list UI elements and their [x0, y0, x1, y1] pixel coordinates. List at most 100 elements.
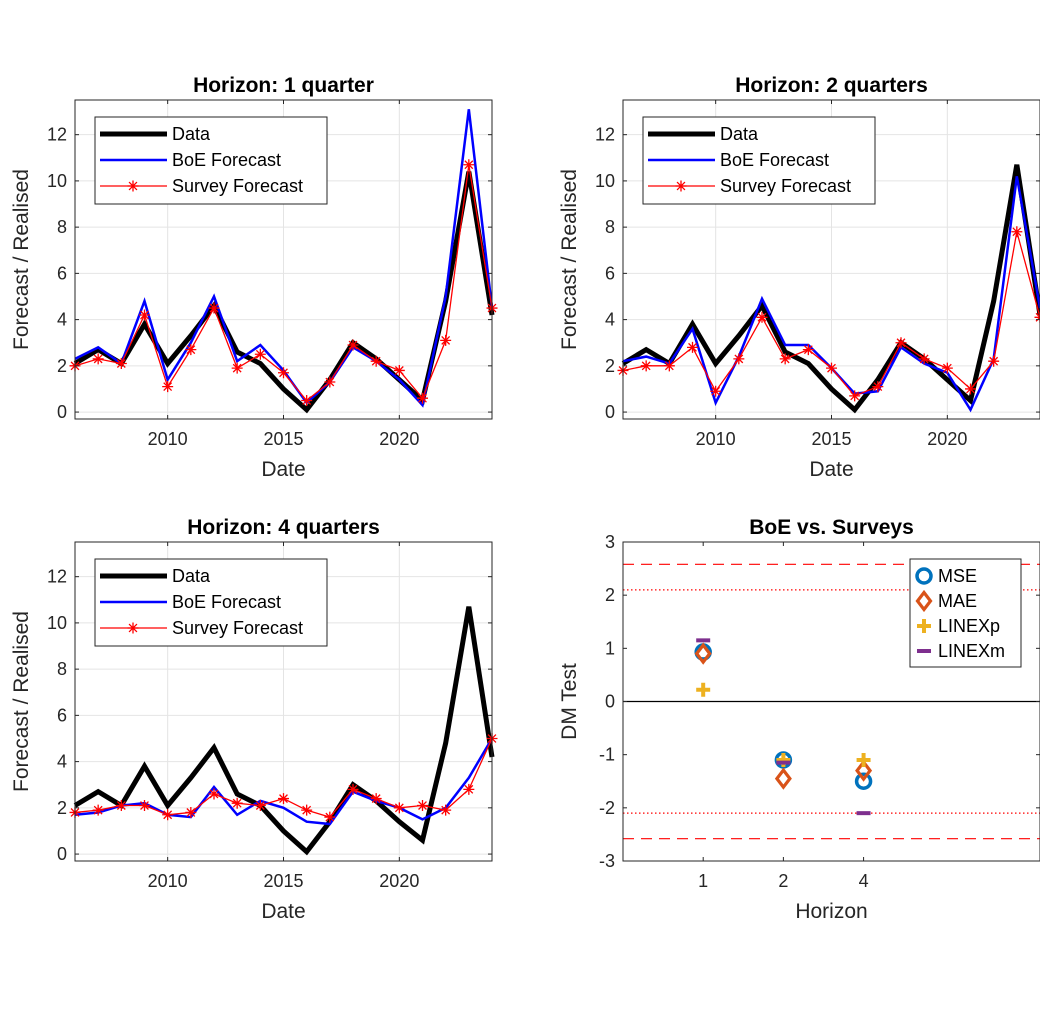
- x-axis-label: Horizon: [795, 900, 867, 923]
- x-tick-label: 2015: [811, 429, 851, 449]
- y-tick-label: 0: [605, 402, 615, 422]
- y-tick-label: 12: [47, 125, 67, 145]
- legend-label: MAE: [938, 591, 977, 611]
- y-axis-label: Forecast / Realised: [558, 169, 581, 350]
- data-point-star: [162, 809, 174, 821]
- y-tick-label: 2: [605, 356, 615, 376]
- x-tick-label: 2020: [379, 871, 419, 891]
- data-point-star: [849, 390, 861, 402]
- y-tick-label: 0: [605, 692, 615, 712]
- legend-label: LINEXm: [938, 641, 1005, 661]
- data-point-star: [393, 364, 405, 376]
- data-point-star: [254, 348, 266, 360]
- legend-marker-mse: [915, 567, 933, 585]
- chart-title: Horizon: 1 quarter: [193, 74, 374, 97]
- y-tick-label: -1: [599, 745, 615, 765]
- legend-star: [127, 622, 139, 634]
- data-point-star: [324, 376, 336, 388]
- x-tick-label: 1: [698, 871, 708, 891]
- data-point-star: [463, 159, 475, 171]
- data-point-star: [710, 385, 722, 397]
- y-axis-label: DM Test: [558, 663, 581, 740]
- y-tick-label: 8: [57, 659, 67, 679]
- data-point-star: [965, 383, 976, 395]
- y-tick-label: 4: [57, 752, 67, 772]
- y-tick-label: 6: [605, 263, 615, 283]
- data-point-star: [463, 783, 475, 795]
- y-tick-label: 10: [595, 171, 615, 191]
- data-point-star: [185, 806, 197, 818]
- data-point-star: [1011, 226, 1023, 238]
- chart-panel-2: 2010 2015 2020 0 2 4 6 8 10 12 Horizon: 2 quarters…: [558, 74, 1040, 481]
- data-point-star: [826, 362, 837, 374]
- data-point-star: [941, 362, 953, 374]
- data-point-star: [139, 309, 150, 321]
- data-point-star: [417, 392, 428, 404]
- y-tick-label: 8: [605, 217, 615, 237]
- data-point-star: [779, 353, 791, 365]
- y-tick-label: 6: [57, 705, 67, 725]
- data-point-star: [254, 800, 266, 812]
- data-point-star: [756, 311, 768, 323]
- y-tick-label: 4: [605, 310, 615, 330]
- y-tick-label: 12: [47, 567, 67, 587]
- y-tick-label: -3: [599, 851, 615, 871]
- y-tick-label: 10: [47, 613, 67, 633]
- chart-title: Horizon: 4 quarters: [187, 516, 380, 539]
- data-point-star: [347, 339, 359, 351]
- legend-star: [127, 180, 139, 192]
- data-point-star: [208, 302, 220, 314]
- data-point-linexp: [696, 682, 711, 697]
- legend-label: LINEXp: [938, 616, 1000, 636]
- data-point-star: [301, 804, 313, 816]
- legend: MSE MAE LINEXp LINEXm: [909, 558, 1022, 668]
- legend-label: BoE Forecast: [172, 150, 281, 170]
- chart-title: BoE vs. Surveys: [749, 516, 914, 539]
- legend-label: BoE Forecast: [720, 150, 829, 170]
- data-point-star: [115, 358, 127, 370]
- data-point-star: [347, 783, 359, 795]
- y-tick-label: 0: [57, 844, 67, 864]
- chart-panel-1: 2010 2015 2020 0 2 4 6 8 10 12 Horizon: 1 quarter D…: [10, 74, 498, 481]
- data-point-mse: [854, 772, 873, 790]
- x-tick-label: 2: [778, 871, 788, 891]
- data-point-mae: [774, 767, 792, 790]
- data-point-star: [988, 355, 1000, 367]
- legend-label: Survey Forecast: [172, 176, 303, 196]
- data-point-star: [278, 793, 289, 805]
- y-tick-label: 10: [47, 171, 67, 191]
- data-point-star: [370, 793, 382, 805]
- legend-label: Data: [172, 124, 211, 144]
- data-point-star: [139, 800, 150, 812]
- data-point-star: [208, 788, 220, 800]
- y-tick-label: 8: [57, 217, 67, 237]
- x-axis-label: Date: [261, 458, 305, 481]
- data-point-star: [663, 360, 675, 372]
- data-point-star: [185, 344, 197, 356]
- data-point-star: [162, 381, 174, 393]
- legend-marker-linexp: [917, 619, 931, 633]
- y-tick-label: 0: [57, 402, 67, 422]
- x-tick-label: 2015: [263, 429, 303, 449]
- data-point-star: [417, 800, 428, 812]
- legend-star: [675, 180, 687, 192]
- data-point-star: [802, 344, 814, 356]
- data-point-star: [231, 362, 243, 374]
- data-point-star: [370, 355, 382, 367]
- data-point-star: [918, 353, 930, 365]
- data-point-star: [92, 804, 104, 816]
- data-point-star: [733, 353, 745, 365]
- data-point-mae: [694, 642, 712, 665]
- x-tick-label: 2010: [148, 429, 188, 449]
- x-tick-label: 2010: [696, 429, 736, 449]
- y-axis-label: Forecast / Realised: [10, 169, 33, 350]
- data-point-star: [324, 811, 336, 823]
- legend-marker-mae: [915, 589, 933, 613]
- legend-label: MSE: [938, 566, 977, 586]
- chart-panel-3: 2010 2015 2020 0 2 4 6 8 10 12 Horizon: 4 quarters…: [10, 516, 498, 923]
- data-point-star: [231, 797, 243, 809]
- legend: Data BoE Forecast Survey Forecast: [642, 116, 876, 205]
- data-point-star: [687, 341, 698, 353]
- legend-label: BoE Forecast: [172, 592, 281, 612]
